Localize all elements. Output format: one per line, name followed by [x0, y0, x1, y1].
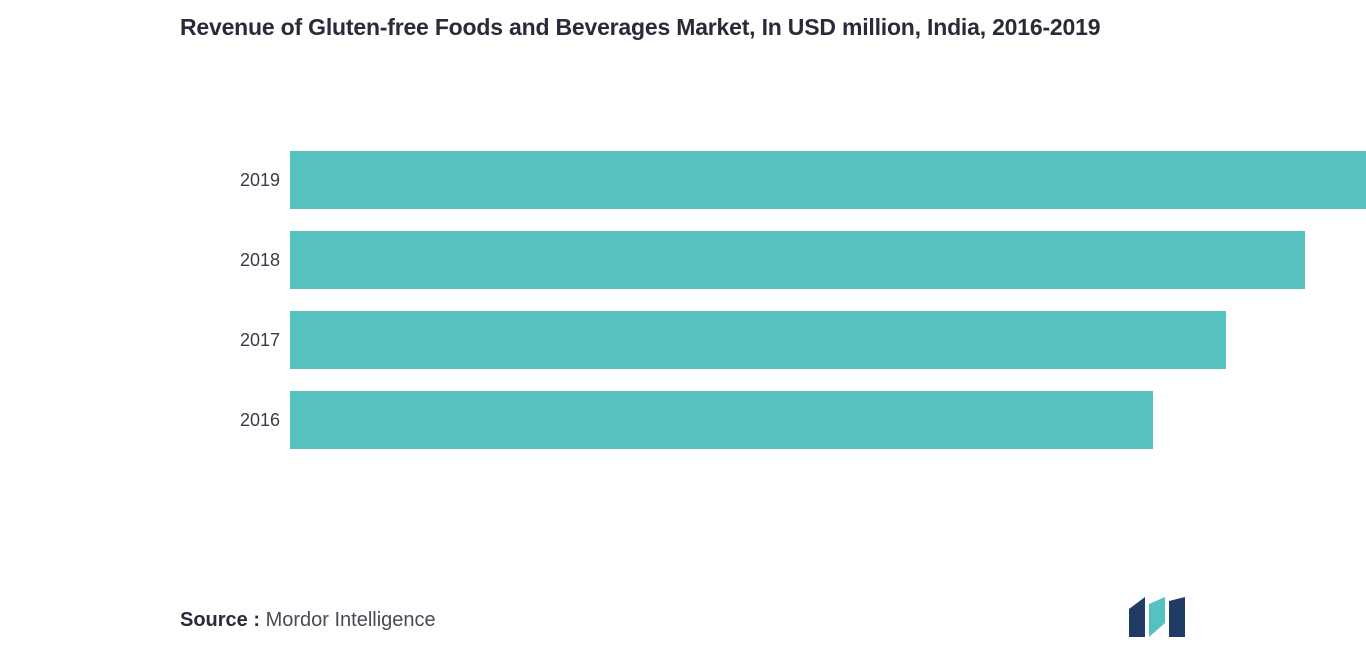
bar-track: [290, 231, 1366, 289]
logo-bar-1: [1129, 597, 1145, 637]
bar-fill: [290, 391, 1153, 449]
bar-track: [290, 311, 1366, 369]
bar-row: 2018: [240, 220, 1366, 300]
bar-track: [290, 151, 1366, 209]
bar-track: [290, 391, 1366, 449]
chart-plot-area: 2019 2018 2017 2016: [240, 140, 1366, 460]
source-value: Mordor Intelligence: [260, 609, 436, 631]
mordor-logo: [1129, 597, 1191, 637]
bar-category-label: 2018: [240, 250, 290, 271]
chart-title: Revenue of Gluten-free Foods and Beverag…: [180, 14, 1100, 41]
bar-category-label: 2019: [240, 170, 290, 191]
bar-fill: [290, 311, 1226, 369]
bar-row: 2019: [240, 140, 1366, 220]
bar-fill: [290, 151, 1366, 209]
source-label: Source :: [180, 609, 260, 631]
bar-row: 2016: [240, 380, 1366, 460]
bar-category-label: 2017: [240, 330, 290, 351]
bar-category-label: 2016: [240, 410, 290, 431]
bar-row: 2017: [240, 300, 1366, 380]
source-attribution: Source : Mordor Intelligence: [180, 609, 436, 632]
logo-bar-3: [1169, 597, 1185, 637]
bar-fill: [290, 231, 1305, 289]
logo-bar-2: [1149, 597, 1165, 637]
